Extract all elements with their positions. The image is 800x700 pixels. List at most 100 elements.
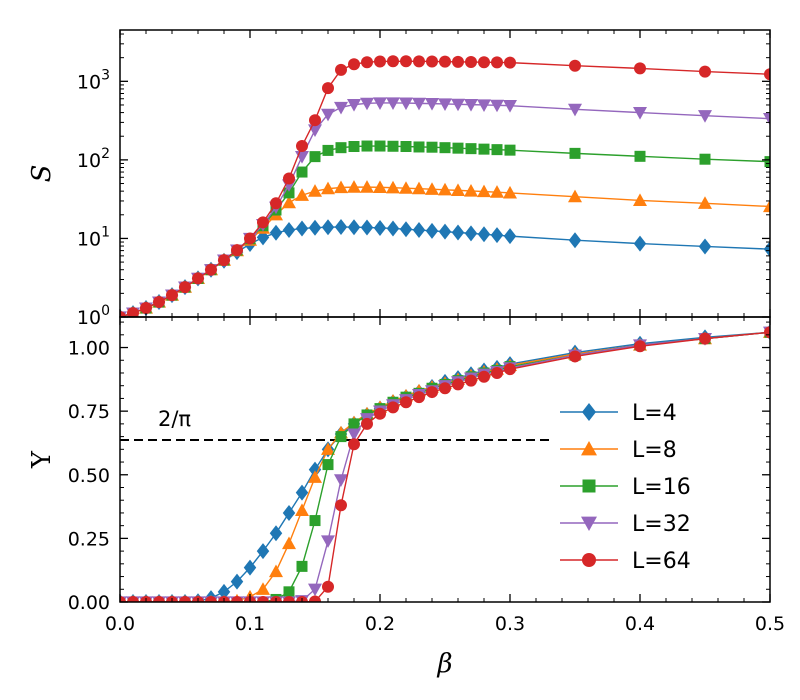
top-series-4-point xyxy=(334,101,348,115)
x-tick-label: 0.1 xyxy=(235,613,265,635)
bottom-y-tick-label: 1.00 xyxy=(68,338,110,360)
x-tick-label: 0.0 xyxy=(105,613,135,635)
top-series-4-point xyxy=(503,100,517,113)
top-series-3-point xyxy=(452,142,464,154)
top-series-2-point xyxy=(386,180,400,194)
top-series-1-point xyxy=(438,223,452,240)
top-series-3-point xyxy=(283,187,295,199)
legend-item: L=8 xyxy=(560,438,677,463)
top-y-tick-label: 100 xyxy=(77,303,110,329)
bottom-y-axis-label: Υ xyxy=(27,450,57,469)
top-series-2-point xyxy=(321,181,335,195)
top-series-5-point xyxy=(153,296,165,309)
bottom-series-5 xyxy=(120,326,770,602)
top-series-4-point xyxy=(360,97,374,111)
top-series-3-point xyxy=(348,141,360,153)
bottom-series-3-point xyxy=(283,586,295,598)
bottom-series-1-point xyxy=(256,543,270,560)
top-series-line-4 xyxy=(120,102,770,317)
x-tick-label: 0.5 xyxy=(755,613,785,635)
top-series-4 xyxy=(120,97,770,317)
top-series-5-point xyxy=(335,63,347,76)
top-series-1-point xyxy=(451,224,465,241)
top-series-3-point xyxy=(491,144,503,156)
top-series-5-point xyxy=(400,55,412,68)
top-series-5-point xyxy=(413,55,425,68)
top-series-2-point xyxy=(477,184,491,198)
top-series-2-point xyxy=(412,181,426,195)
top-series-3-point xyxy=(309,151,321,163)
top-series-5-point xyxy=(452,55,464,68)
top-series-3-point xyxy=(439,142,451,154)
top-series-5-point xyxy=(270,197,282,210)
bottom-series-5-point xyxy=(120,596,126,602)
top-series-1-point xyxy=(334,218,348,235)
top-series-4-point xyxy=(451,98,465,112)
top-series-3-point xyxy=(361,140,373,152)
top-series-3-point xyxy=(569,147,581,159)
bottom-series-2-point xyxy=(282,536,296,550)
top-series-2-point xyxy=(438,182,452,196)
top-series-2-point xyxy=(373,180,387,193)
bottom-series-4-point xyxy=(347,428,361,442)
bottom-series-3-point xyxy=(322,459,334,471)
bottom-series-5-point xyxy=(153,596,165,602)
top-series-1-point xyxy=(282,222,296,239)
top-series-4-point xyxy=(425,98,439,111)
bottom-series-2-point xyxy=(256,582,270,595)
bottom-series-5-point xyxy=(205,596,217,602)
bottom-series-5-point xyxy=(491,366,503,379)
bottom-y-tick-label: 0.00 xyxy=(68,592,110,614)
legend-label: L=8 xyxy=(632,438,677,463)
top-series-3-point xyxy=(504,144,516,156)
top-series-1-point xyxy=(633,235,647,252)
top-series-3-point xyxy=(400,141,412,153)
x-tick-label: 0.4 xyxy=(625,613,655,635)
top-series-5-point xyxy=(192,272,204,285)
top-series-1-point xyxy=(386,220,400,237)
bottom-plot-area xyxy=(120,324,770,602)
legend-label: L=64 xyxy=(632,549,691,574)
bottom-series-5-point xyxy=(504,363,516,376)
top-series-1-point xyxy=(295,220,309,237)
top-series-4-point xyxy=(698,110,712,123)
bottom-series-1-point xyxy=(295,484,309,501)
legend-marker xyxy=(581,403,597,421)
bottom-y-tick-label: 0.50 xyxy=(68,465,110,487)
top-series-2-point xyxy=(503,185,517,199)
top-series-4-point xyxy=(438,98,452,111)
top-series-5-point xyxy=(140,302,152,315)
top-series-5-point xyxy=(322,82,334,95)
top-series-line-1 xyxy=(120,226,770,317)
top-series-2 xyxy=(120,180,770,317)
top-series-3-point xyxy=(374,140,386,152)
bottom-series-5-point xyxy=(322,580,334,593)
bottom-series-1-point xyxy=(282,504,296,521)
bottom-series-2-point xyxy=(321,442,335,455)
top-series-2-point xyxy=(490,185,504,198)
bottom-series-5-point xyxy=(309,595,321,602)
bottom-series-5-point xyxy=(361,417,373,430)
top-series-5-point xyxy=(569,59,581,72)
bottom-series-5-point xyxy=(231,596,243,602)
top-series-3-point xyxy=(764,156,770,168)
top-series-1-point xyxy=(399,221,413,238)
bottom-series-5-point xyxy=(634,340,646,353)
top-series-1-point xyxy=(425,222,439,239)
bottom-y-tick-label: 0.75 xyxy=(68,401,110,423)
top-y-tick-base: 10 xyxy=(77,228,101,250)
top-series-4-point xyxy=(386,97,400,110)
top-series-1-point xyxy=(373,219,387,236)
top-series-3-point xyxy=(387,140,399,152)
bottom-series-5-point xyxy=(374,407,386,420)
top-series-5-point xyxy=(387,55,399,68)
bottom-series-5-point xyxy=(478,370,490,383)
legend-item: L=64 xyxy=(560,549,691,574)
top-series-5 xyxy=(120,55,770,317)
bottom-series-4-point xyxy=(308,583,322,597)
legend-label: L=32 xyxy=(632,512,691,537)
reference-line-label: 2/π xyxy=(158,407,191,431)
bottom-series-1-point xyxy=(217,583,231,600)
top-series-1-point xyxy=(321,219,335,236)
